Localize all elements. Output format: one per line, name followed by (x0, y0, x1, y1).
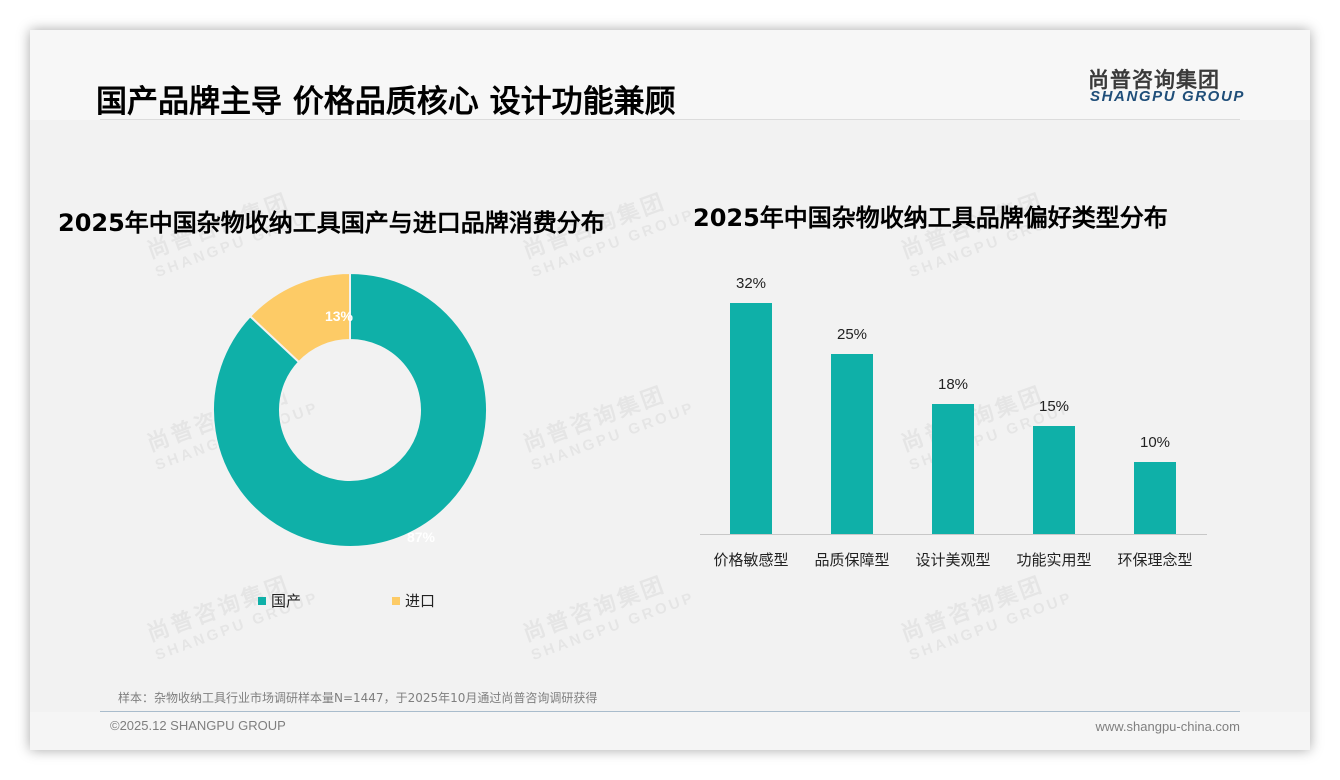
bar-chart-title: 2025年中国杂物收纳工具品牌偏好类型分布 (693, 204, 1168, 232)
logo-text-en: SHANGPU GROUP (1090, 88, 1245, 105)
legend-swatch-teal (258, 596, 266, 605)
slide: 尚普咨询集团 SHANGPU GROUP 尚普咨询集团 SHANGPU GROU… (30, 30, 1310, 750)
header-divider (100, 119, 1240, 120)
donut-slice-1 (248, 271, 351, 364)
donut-slice-0 (212, 271, 488, 548)
bar-value: 25% (836, 326, 868, 343)
legend-item-domestic: 国产 (258, 590, 301, 611)
donut-chart-graphic (212, 271, 488, 548)
bar-value: 10% (1139, 434, 1171, 451)
logo-text-cn: 尚普咨询集团 (1088, 68, 1220, 92)
bar-value: 15% (1038, 398, 1070, 415)
bar-value: 32% (735, 275, 767, 292)
sample-note: 样本：杂物收纳工具行业市场调研样本量N=1447，于2025年10月通过尚普咨询… (118, 691, 598, 705)
legend-item-imported: 进口 (392, 590, 435, 611)
page-title: 国产品牌主导 价格品质核心 设计功能兼顾 (96, 84, 676, 120)
website-link[interactable]: www.shangpu-china.com (1095, 719, 1240, 734)
bar-value: 18% (937, 376, 969, 393)
bar-design-aesthetic (932, 404, 974, 534)
donut-chart: 87% 13% (212, 271, 488, 548)
category-label: 品质保障型 (814, 551, 890, 569)
category-label: 设计美观型 (915, 551, 991, 569)
legend-label: 国产 (271, 593, 302, 610)
category-label: 价格敏感型 (713, 551, 789, 569)
donut-chart-title: 2025年中国杂物收纳工具国产与进口品牌消费分布 (58, 209, 605, 237)
bar-chart: 32% 价格敏感型 25% 品质保障型 18% 设计美观型 15% 功能实用型 … (700, 270, 1240, 580)
bar-eco-conscious (1134, 462, 1176, 534)
watermark: 尚普咨询集团 SHANGPU GROUP (520, 382, 698, 475)
watermark: 尚普咨询集团 SHANGPU GROUP (520, 572, 698, 665)
donut-label-imported: 13% (324, 308, 354, 324)
footer-band (30, 712, 1310, 750)
copyright-text: ©2025.12 SHANGPU GROUP (110, 718, 286, 733)
legend-swatch-yellow (392, 596, 400, 605)
bar-functional-practical (1033, 426, 1075, 534)
x-axis-line (700, 534, 1207, 535)
footer-divider (100, 711, 1240, 712)
donut-label-domestic: 87% (406, 529, 436, 545)
legend-label: 进口 (405, 593, 436, 610)
bar-price-sensitive (730, 303, 772, 534)
bar-quality-assurance (831, 354, 873, 534)
watermark: 尚普咨询集团 SHANGPU GROUP (144, 572, 322, 665)
category-label: 功能实用型 (1016, 551, 1092, 569)
header-band (30, 30, 1310, 120)
category-label: 环保理念型 (1117, 551, 1193, 569)
